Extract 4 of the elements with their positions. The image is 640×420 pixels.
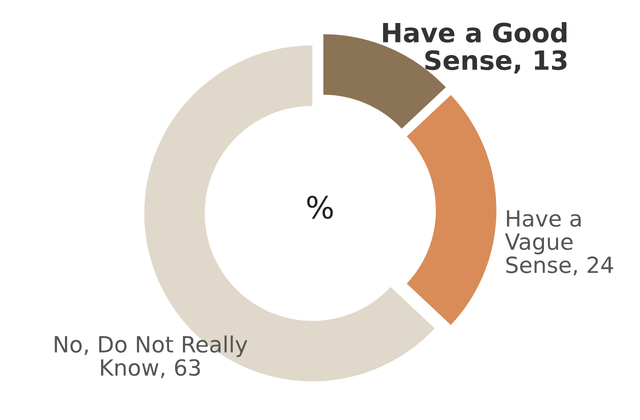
slice-label: No, Do Not Really Know, 63 (54, 335, 248, 378)
slice-label: Have a Good Sense, 13 (383, 22, 567, 74)
text: % (307, 196, 333, 219)
slice-label: Have a Vague Sense, 24 (504, 210, 614, 276)
